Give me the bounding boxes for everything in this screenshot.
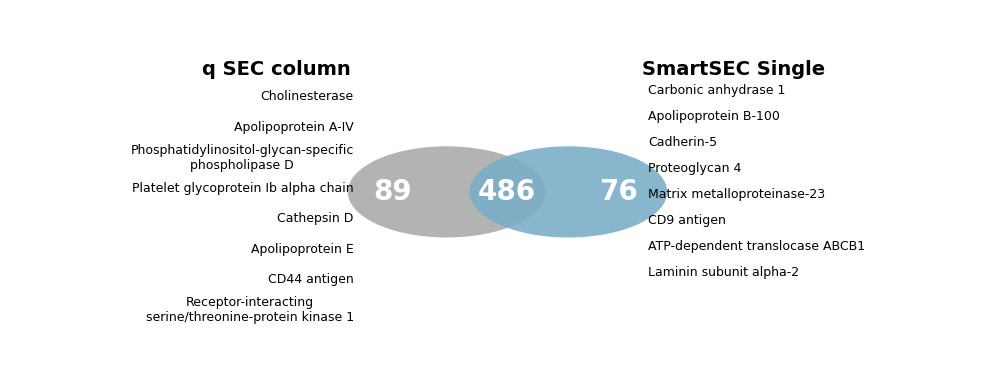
- Text: Receptor-interacting
serine/threonine-protein kinase 1: Receptor-interacting serine/threonine-pr…: [146, 296, 354, 325]
- Text: 486: 486: [478, 178, 536, 206]
- Text: 76: 76: [599, 178, 638, 206]
- Text: Proteoglycan 4: Proteoglycan 4: [648, 162, 742, 175]
- Text: Cholinesterase: Cholinesterase: [260, 90, 354, 103]
- Text: Cadherin-5: Cadherin-5: [648, 136, 717, 149]
- Text: Apolipoprotein E: Apolipoprotein E: [251, 243, 354, 256]
- Text: CD44 antigen: CD44 antigen: [268, 273, 354, 287]
- Text: q SEC column: q SEC column: [202, 60, 351, 79]
- Text: ATP-dependent translocase ABCB1: ATP-dependent translocase ABCB1: [648, 240, 865, 253]
- Text: 89: 89: [373, 178, 412, 206]
- Text: Cathepsin D: Cathepsin D: [277, 212, 354, 225]
- Text: Apolipoprotein A-IV: Apolipoprotein A-IV: [234, 121, 354, 134]
- Ellipse shape: [469, 146, 667, 238]
- Text: SmartSEC Single: SmartSEC Single: [642, 60, 825, 79]
- Text: Laminin subunit alpha-2: Laminin subunit alpha-2: [648, 266, 799, 279]
- Text: Platelet glycoprotein Ib alpha chain: Platelet glycoprotein Ib alpha chain: [132, 182, 354, 195]
- Text: Carbonic anhydrase 1: Carbonic anhydrase 1: [648, 84, 786, 97]
- Text: Apolipoprotein B-100: Apolipoprotein B-100: [648, 110, 780, 124]
- Text: CD9 antigen: CD9 antigen: [648, 214, 726, 227]
- Text: Phosphatidylinositol-glycan-specific
phospholipase D: Phosphatidylinositol-glycan-specific pho…: [130, 144, 354, 172]
- Text: Matrix metalloproteinase-23: Matrix metalloproteinase-23: [648, 188, 825, 201]
- Ellipse shape: [348, 146, 545, 238]
